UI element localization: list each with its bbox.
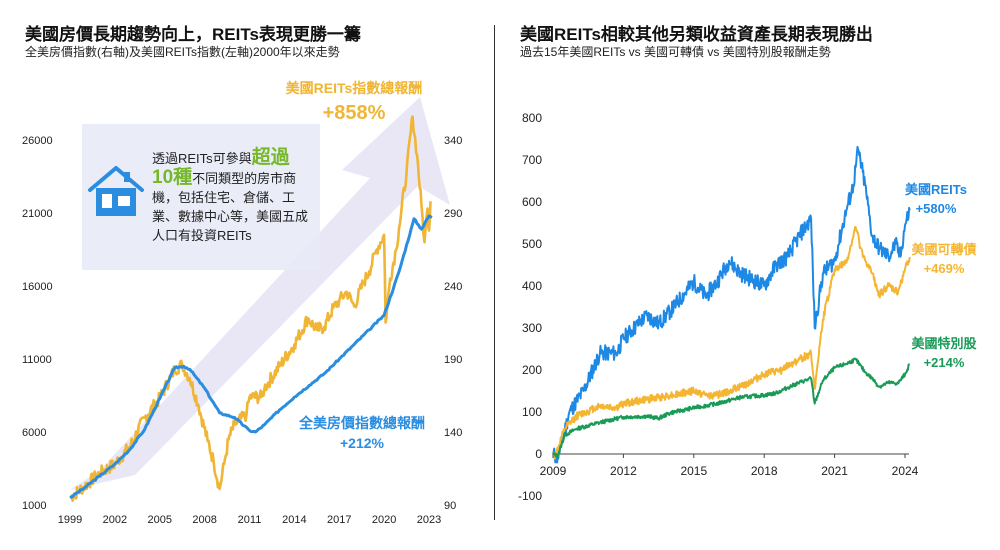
right-y-tick-label: 290 bbox=[444, 208, 462, 220]
right-chart-y-tick-label: 700 bbox=[522, 153, 542, 167]
callout-text: 透過REITs可參與超過 10種不同類型的房市商機，包括住宅、倉儲、工業、數據中心… bbox=[152, 148, 317, 245]
left-y-tick-label: 6000 bbox=[22, 427, 46, 439]
left-x-tick-label: 2002 bbox=[103, 514, 127, 526]
right-y-tick-label: 90 bbox=[444, 500, 456, 512]
hpi-change-label: +212% bbox=[340, 435, 385, 451]
left-x-tick-label: 2023 bbox=[417, 514, 441, 526]
right-chart-y-tick-label: 400 bbox=[522, 279, 542, 293]
series-line-us-reits bbox=[552, 145, 911, 464]
right-chart-y-tick-label: 100 bbox=[522, 405, 542, 419]
right-chart-y-tick-label: 300 bbox=[522, 321, 542, 335]
us-convertibles-label: 美國可轉債 bbox=[911, 242, 976, 257]
right-chart-x-tick-label: 2009 bbox=[540, 464, 567, 478]
right-chart-y-tick-label: 200 bbox=[522, 363, 542, 377]
left-x-tick-label: 2005 bbox=[148, 514, 172, 526]
right-chart-subtitle: 過去15年美國REITs vs 美國可轉債 vs 美國特別股報酬走勢 bbox=[520, 45, 831, 59]
callout-text-post: 不同類型的房市商機，包括住宅、倉儲、工業、數據中心等，美國五成人口有投資REIT… bbox=[152, 171, 309, 243]
right-chart-x-tick-label: 2024 bbox=[892, 464, 919, 478]
left-chart-title: 美國房價長期趨勢向上，REITs表現更勝一籌 bbox=[25, 25, 361, 44]
callout-highlight-2: 10種 bbox=[152, 167, 193, 188]
right-y-tick-label: 340 bbox=[444, 135, 462, 147]
us-preferred-change-label: +214% bbox=[924, 355, 965, 370]
reits-series-label: 美國REITs指數總報酬 bbox=[286, 80, 423, 96]
right-y-tick-label: 140 bbox=[444, 427, 462, 439]
callout-text-pre: 透過REITs可參與 bbox=[152, 151, 252, 166]
left-x-tick-label: 2020 bbox=[372, 514, 396, 526]
right-chart-x-tick-label: 2012 bbox=[610, 464, 637, 478]
left-y-tick-label: 16000 bbox=[22, 281, 53, 293]
right-chart-y-tick-label: 600 bbox=[522, 195, 542, 209]
series-line-us-preferred bbox=[552, 357, 911, 458]
left-y-tick-label: 11000 bbox=[22, 354, 52, 366]
right-chart-y-tick-label: -100 bbox=[518, 489, 542, 503]
hpi-series-label: 全美房價指數總報酬 bbox=[298, 415, 425, 431]
right-chart-y-tick-label: 0 bbox=[535, 447, 542, 461]
panel-divider bbox=[494, 25, 495, 520]
left-x-tick-label: 1999 bbox=[58, 514, 82, 526]
left-x-tick-label: 2014 bbox=[282, 514, 306, 526]
left-y-tick-label: 1000 bbox=[22, 500, 46, 512]
us-reits-change-label: +580% bbox=[916, 201, 957, 216]
callout-highlight-1: 超過 bbox=[251, 147, 290, 168]
reits-change-label: +858% bbox=[323, 102, 386, 124]
left-chart-subtitle: 全美房價指數(右軸)及美國REITs指數(左軸)2000年以來走勢 bbox=[25, 45, 340, 59]
right-chart-x-tick-label: 2018 bbox=[751, 464, 778, 478]
left-x-tick-label: 2008 bbox=[192, 514, 216, 526]
right-chart-y-tick-label: 500 bbox=[522, 237, 542, 251]
series-line-reits-index bbox=[69, 115, 432, 502]
right-chart-y-tick-label: 800 bbox=[522, 111, 542, 125]
us-preferred-label: 美國特別股 bbox=[911, 336, 976, 351]
right-chart-x-tick-label: 2021 bbox=[821, 464, 848, 478]
left-y-tick-label: 21000 bbox=[22, 208, 53, 220]
right-y-tick-label: 240 bbox=[444, 281, 462, 293]
series-line-home-price-index bbox=[69, 214, 433, 500]
right-chart-title: 美國REITs相較其他另類收益資產長期表現勝出 bbox=[520, 25, 873, 44]
trend-arrow-shape bbox=[70, 97, 450, 490]
left-y-tick-label: 26000 bbox=[22, 135, 53, 147]
left-x-tick-label: 2011 bbox=[238, 514, 262, 526]
right-chart-x-tick-label: 2015 bbox=[680, 464, 707, 478]
left-x-tick-label: 2017 bbox=[327, 514, 351, 526]
us-reits-label: 美國REITs bbox=[905, 182, 967, 197]
series-line-us-convertibles bbox=[552, 225, 911, 460]
us-convertibles-change-label: +469% bbox=[924, 261, 965, 276]
right-y-tick-label: 190 bbox=[444, 354, 462, 366]
